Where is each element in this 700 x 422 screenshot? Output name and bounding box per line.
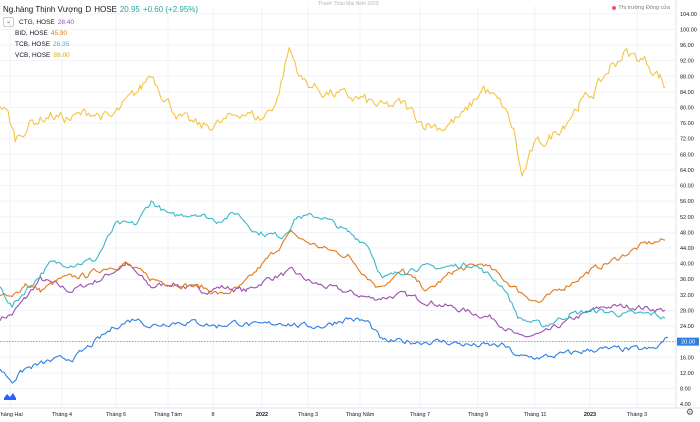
x-tick-label: Tháng 4 — [52, 412, 72, 418]
tradingview-logo-icon[interactable] — [4, 392, 16, 400]
chart-grid — [0, 6, 676, 408]
legend-series-value: 28.40 — [57, 19, 75, 26]
series-line-0 — [0, 261, 666, 338]
legend-row[interactable]: BID, HOSE 45.90 — [3, 28, 198, 39]
y-tick-label: 80.00 — [680, 105, 694, 111]
legend-series-value: 45.90 — [50, 30, 68, 37]
series-line-4 — [0, 317, 669, 384]
legend-series-name: CTG, HOSE — [19, 19, 55, 26]
x-tick-label: Tháng 3 — [298, 412, 318, 418]
y-tick-label: 84.00 — [680, 90, 694, 96]
y-tick-label: 60.00 — [680, 184, 694, 190]
x-tick-label: Tháng 7 — [410, 412, 430, 418]
y-tick-label: 96.00 — [680, 43, 694, 49]
symbol-title: Ng.hàng Thịnh Vượng — [3, 5, 83, 14]
market-closed-dot — [612, 5, 617, 10]
series-lines — [0, 47, 669, 384]
x-tick-label: 8 — [211, 412, 214, 418]
y-tick-label: 12.00 — [680, 371, 694, 377]
y-tick-label: 28.00 — [680, 308, 694, 314]
y-tick-label: 4.00 — [680, 402, 691, 408]
legend-row[interactable]: ⌄ CTG, HOSE 28.40 — [3, 17, 198, 28]
y-tick-label: 48.00 — [680, 230, 694, 236]
y-tick-label: 16.00 — [680, 355, 694, 361]
series-line-3 — [0, 47, 666, 177]
price-axis[interactable]: 4.00 8.00 12.00 16.00 20.00 24.00 28.00 32.00 36… — [675, 0, 699, 408]
x-tick-label: Tháng 9 — [468, 412, 488, 418]
exchange-label: HOSE — [94, 5, 117, 14]
market-status: Thị trường Đóng cửa — [612, 5, 670, 11]
y-tick-label: 44.00 — [680, 246, 694, 252]
y-tick-label: 68.00 — [680, 152, 694, 158]
y-tick-label: 40.00 — [680, 262, 694, 268]
legend-row[interactable]: VCB, HOSE 89.00 — [3, 50, 198, 61]
legend-series-value: 26.35 — [53, 41, 70, 48]
legend-series-value: 89.00 — [53, 52, 70, 59]
time-axis[interactable]: Tháng Hai Tháng 4 Tháng 6 Tháng Tám 8 2022 Thá… — [0, 407, 700, 418]
legend: Ng.hàng Thịnh Vượng D HOSE 20.95 +0.60 (… — [3, 3, 198, 61]
watermark: Thanh Thảo Mai Ninh 2023 — [318, 1, 379, 7]
market-status-label: Thị trường Đóng cửa — [618, 5, 670, 11]
x-tick-label: 2023 — [584, 412, 596, 418]
y-tick-label: 76.00 — [680, 121, 694, 127]
series-line-2 — [0, 200, 666, 328]
legend-series-name: TCB, HOSE — [15, 41, 51, 48]
y-tick-label: 52.00 — [680, 215, 694, 221]
series-line-1 — [0, 229, 666, 304]
price-change: +0.60 (+2.95%) — [142, 5, 199, 14]
legend-series-name: VCB, HOSE — [15, 52, 51, 59]
y-tick-label: 24.00 — [680, 324, 694, 330]
chevron-down-icon[interactable]: ⌄ — [3, 17, 14, 27]
x-tick-label: Tháng 11 — [524, 412, 547, 418]
y-tick-label: 104.00 — [680, 12, 697, 18]
y-tick-label: 8.00 — [680, 386, 691, 392]
x-tick-label: Tháng Tám — [154, 412, 182, 418]
y-tick-label: 56.00 — [680, 199, 694, 205]
y-tick-label: 32.00 — [680, 293, 694, 299]
y-tick-label: 88.00 — [680, 74, 694, 80]
current-price-badge — [677, 337, 699, 346]
symbol-header[interactable]: Ng.hàng Thịnh Vượng D HOSE 20.95 +0.60 (… — [3, 3, 198, 17]
x-tick-label: Tháng Hai — [0, 412, 23, 418]
y-tick-label: 92.00 — [680, 59, 694, 65]
legend-row[interactable]: TCB, HOSE 26.35 — [3, 39, 198, 50]
y-tick-label: 100.00 — [680, 27, 697, 33]
y-tick-label: 72.00 — [680, 137, 694, 143]
y-tick-label: 36.00 — [680, 277, 694, 283]
x-tick-label: Tháng Năm — [346, 412, 375, 418]
gear-icon[interactable]: ⚙ — [685, 407, 694, 417]
last-price: 20.95 — [119, 5, 140, 14]
current-price-label: 20.00 — [681, 340, 695, 346]
x-tick-label: Tháng 3 — [627, 412, 647, 418]
x-tick-label: Tháng 6 — [106, 412, 126, 418]
legend-series-name: BID, HOSE — [15, 30, 48, 37]
interval-label: D — [85, 5, 92, 14]
x-tick-label: 2022 — [256, 412, 268, 418]
y-tick-label: 64.00 — [680, 168, 694, 174]
